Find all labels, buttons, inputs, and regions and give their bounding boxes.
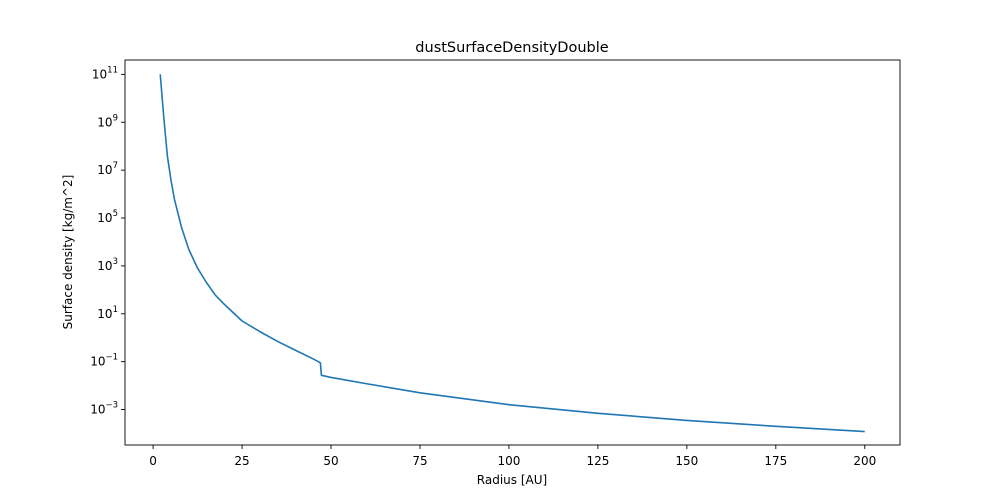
y-tick-label: 101	[97, 305, 118, 321]
x-tick-label: 150	[675, 454, 698, 468]
x-tick-label: 75	[412, 454, 427, 468]
y-tick-label: 10−3	[90, 401, 118, 417]
series-line	[159, 74, 865, 433]
y-tick-label: 105	[97, 209, 118, 225]
x-tick-label: 200	[853, 454, 876, 468]
x-tick-label: 125	[586, 454, 609, 468]
x-tick-label: 100	[497, 454, 520, 468]
x-tick-label: 175	[764, 454, 787, 468]
y-tick-label: 103	[97, 257, 118, 273]
x-tick-label: 50	[323, 454, 338, 468]
x-axis: 0 25 50 75 100 125 150 175 200	[149, 445, 876, 468]
plot-frame	[124, 59, 901, 446]
y-axis-label: Surface density [kg/m^2]	[61, 175, 75, 330]
x-axis-label: Radius [AU]	[477, 473, 547, 487]
x-tick-label: 0	[149, 454, 157, 468]
y-tick-label: 1011	[92, 65, 118, 81]
chart-title: dustSurfaceDensityDouble	[415, 40, 608, 56]
y-tick-label: 107	[97, 161, 118, 177]
y-axis: 10−3 10−1 101 103 105 107 109 1011	[90, 65, 125, 417]
x-tick-label: 25	[234, 454, 249, 468]
y-tick-label: 10−1	[90, 353, 118, 369]
plot-area	[159, 74, 865, 433]
y-tick-label: 109	[97, 113, 118, 129]
